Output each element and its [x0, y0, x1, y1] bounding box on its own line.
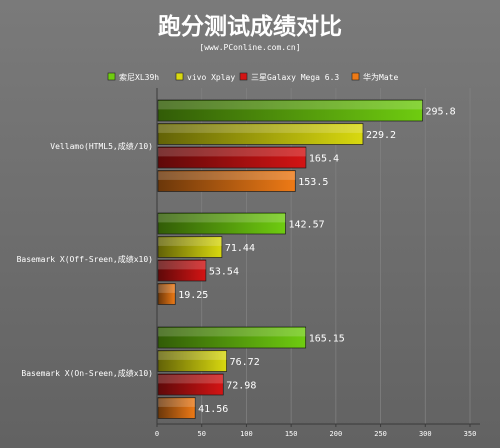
legend-item: 索尼XL39h: [107, 72, 159, 82]
bar: [157, 146, 307, 169]
legend-label: 华为Mate: [363, 72, 398, 82]
x-tick-label: 150: [285, 430, 298, 438]
x-tick-label: 350: [464, 430, 477, 438]
legend-swatch: [175, 72, 184, 81]
bar-highlight: [158, 171, 296, 180]
x-tick-label: 300: [419, 430, 432, 438]
bar-highlight: [158, 261, 206, 270]
bars: [157, 99, 423, 419]
category-labels: Vellamo(HTML5,成绩/10) Basemark X(Off-Sreen…: [17, 141, 153, 378]
bar-highlight: [158, 351, 227, 360]
bar: [157, 123, 364, 145]
bar-value-label: 153.5: [298, 177, 328, 188]
legend: 索尼XL39h vivo Xplay 三星Galaxy Mega 6.3 华为Mate: [107, 72, 398, 82]
bar-highlight: [158, 148, 306, 157]
bar-value-label: 165.15: [309, 334, 345, 345]
x-tick-label: 50: [197, 430, 205, 438]
bar: [157, 283, 176, 305]
legend-swatch: [351, 72, 360, 81]
x-tick-label: 0: [155, 430, 159, 438]
bar-value-label: 295.8: [426, 107, 456, 118]
bar: [157, 170, 296, 192]
bar-value-label: 76.72: [230, 357, 260, 368]
chart-subtitle: [www.PConline.com.cn]: [199, 43, 300, 52]
bar-value-label: 142.57: [288, 220, 324, 231]
bar: [157, 212, 286, 235]
bar-highlight: [158, 237, 222, 246]
legend-item: 华为Mate: [351, 72, 398, 82]
bar: [157, 236, 223, 258]
x-axis-ticks: 0 50 100 150 200 250 300 350: [155, 424, 476, 438]
category-label: Basemark X(On-Sreen,成绩x10): [21, 368, 153, 378]
bar-highlight: [158, 375, 224, 384]
x-tick-label: 100: [240, 430, 253, 438]
legend-label: 三星Galaxy Mega 6.3: [251, 73, 339, 82]
legend-item: vivo Xplay: [175, 72, 235, 82]
bar-highlight: [158, 124, 363, 133]
bar: [157, 99, 423, 122]
legend-swatch: [107, 72, 116, 81]
category-label: Basemark X(Off-Sreen,成绩x10): [17, 254, 153, 264]
legend-label: 索尼XL39h: [119, 72, 159, 82]
bar-value-label: 72.98: [226, 381, 256, 392]
bar: [157, 259, 207, 282]
bar-value-label: 165.4: [309, 154, 339, 165]
bar-highlight: [158, 284, 176, 293]
x-tick-label: 200: [330, 430, 343, 438]
legend-item: 三星Galaxy Mega 6.3: [239, 72, 339, 82]
legend-swatch: [239, 72, 248, 81]
bar-highlight: [158, 101, 423, 110]
x-tick-label: 250: [374, 430, 387, 438]
category-label: Vellamo(HTML5,成绩/10): [50, 141, 153, 151]
bar: [157, 373, 224, 396]
bar-value-label: 71.44: [225, 243, 255, 254]
bar-value-label: 229.2: [366, 130, 396, 141]
bar-value-label: 41.56: [198, 404, 228, 415]
bar: [157, 326, 307, 349]
bar-value-label: 19.25: [178, 290, 208, 301]
bar: [157, 397, 196, 419]
bar: [157, 350, 227, 372]
chart-title: 跑分测试成绩对比: [158, 13, 342, 40]
value-labels: 295.8 229.2 165.4 153.5 142.57 71.44 53.54 19.2…: [178, 107, 455, 416]
bar-highlight: [158, 398, 196, 407]
bar-highlight: [158, 214, 286, 223]
bar-highlight: [158, 328, 306, 337]
legend-label: vivo Xplay: [187, 73, 235, 82]
bar-value-label: 53.54: [209, 267, 239, 278]
